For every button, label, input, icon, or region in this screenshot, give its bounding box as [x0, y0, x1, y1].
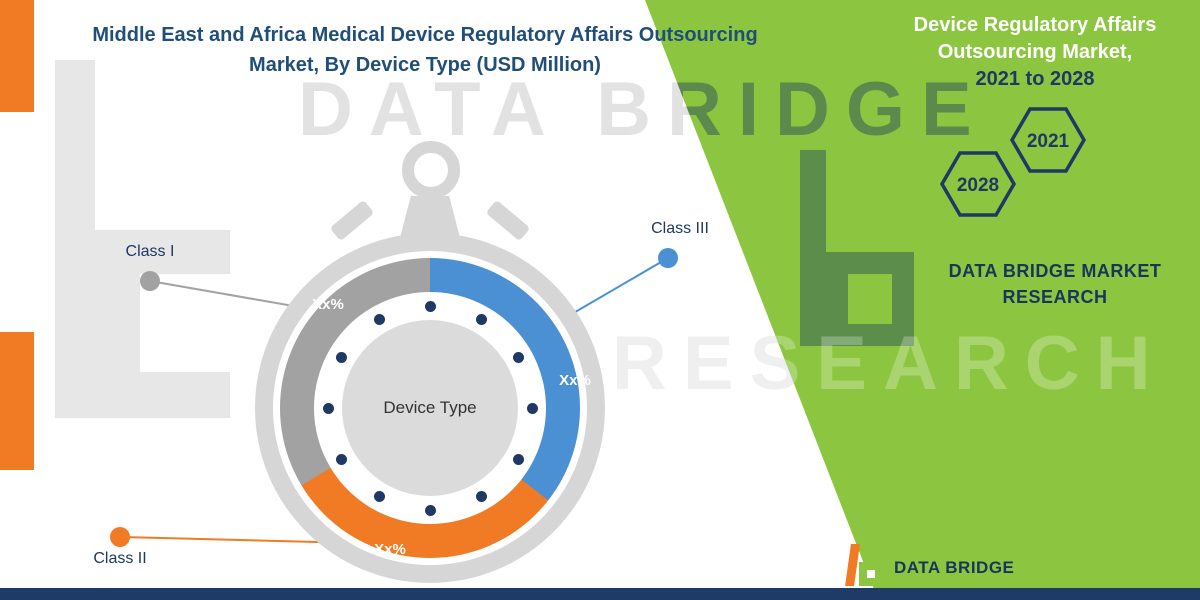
class-i-percent-label: Xx%: [312, 296, 344, 313]
dial-dots: [255, 233, 605, 583]
page-title-line2: Market, By Device Type (USD Million): [249, 54, 601, 76]
page-title: Middle East and Africa Medical Device Re…: [40, 20, 810, 80]
orange-accent-mid-left: [0, 332, 34, 470]
class-i-label: Class I: [125, 243, 175, 260]
dial-dot: [336, 351, 348, 363]
page-title-line1: Middle East and Africa Medical Device Re…: [92, 24, 758, 46]
stopwatch-crown-ring: [402, 141, 460, 199]
chart-center-face: Device Type: [342, 320, 518, 496]
dial-dot: [373, 314, 385, 326]
bottom-navy-bar: [0, 588, 1200, 600]
footer-logo-square-hole: [867, 570, 875, 578]
hexagon-2028-label: 2028: [957, 175, 999, 196]
footer-logo-square-icon: [859, 562, 883, 586]
footer-logo: DATA BRIDGE: [845, 544, 1066, 588]
chart-center-label: Device Type: [383, 398, 477, 417]
right-panel-heading-line1: Device Regulatory Affairs: [913, 14, 1157, 36]
dial-dot: [526, 402, 538, 414]
watermark-logo-bar: [55, 60, 95, 418]
class-ii-label: Class II: [93, 550, 147, 567]
class-ii-marker-dot: [110, 527, 130, 547]
dial-dot: [475, 314, 487, 326]
dial-dot: [336, 453, 348, 465]
brand-text: DATA BRIDGE MARKET RESEARCH: [948, 261, 1162, 307]
dial-dot: [512, 453, 524, 465]
watermark-logo-bar-on-green: [800, 150, 826, 346]
watermark-logo-hole-on-green: [848, 274, 892, 324]
right-panel-heading: Device Regulatory Affairs Outsourcing Ma…: [870, 12, 1200, 93]
orange-accent-top-left: [0, 0, 34, 112]
dial-dot: [322, 402, 334, 414]
hexagon-2021-label: 2021: [1027, 131, 1070, 152]
dial-dot: [475, 490, 487, 502]
forecast-period: 2021 to 2028: [975, 68, 1095, 90]
class-iii-label: Class III: [651, 220, 709, 237]
class-iii-percent-label: Xx%: [559, 372, 591, 389]
dial-dot: [424, 504, 436, 516]
year-hexagons: 2028 2021: [939, 107, 1087, 217]
watermark-text-databridge-on-green: DATA BRIDGE: [298, 67, 988, 152]
stopwatch-crown-neck: [400, 196, 460, 238]
hexagon-2021: [1009, 107, 1087, 173]
footer-logo-text: DATA BRIDGE: [894, 558, 1015, 577]
dial-dot: [424, 300, 436, 312]
class-iii-marker-dot: [658, 248, 678, 268]
class-ii-percent-label: Xx%: [374, 541, 406, 558]
dial-dot: [373, 490, 385, 502]
hexagon-2028: [939, 151, 1017, 217]
dial-dot: [512, 351, 524, 363]
class-i-marker-dot: [140, 271, 160, 291]
footer-logo-bar-icon: [845, 544, 860, 586]
right-panel-heading-line2: Outsourcing Market,: [937, 41, 1133, 63]
